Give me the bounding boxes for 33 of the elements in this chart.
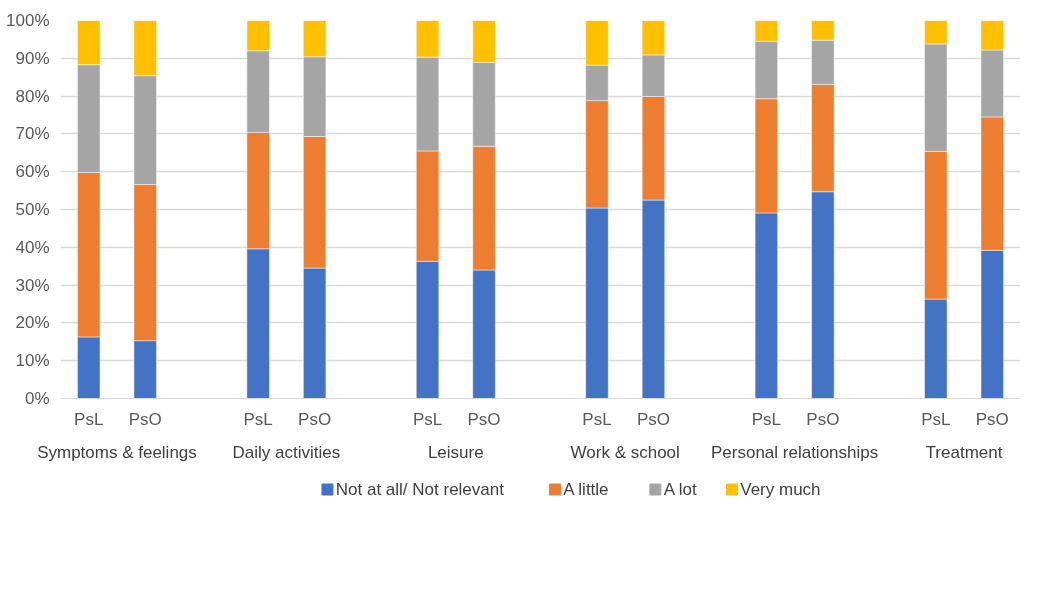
y-tick-label: 20% (15, 313, 50, 333)
x-tick-label: PsO (467, 409, 501, 429)
x-tick-label: PsO (975, 409, 1009, 429)
text: Daily activities (232, 442, 341, 462)
text: Personal relationships (710, 442, 879, 462)
x-tick-label: PsO (298, 409, 332, 429)
x-tick-label: PsL (412, 409, 443, 429)
text: Leisure (427, 442, 484, 462)
y-tick-label: 0% (24, 389, 50, 408)
y-tick-label: 60% (15, 162, 50, 182)
x-tick-label: PsL (751, 409, 782, 429)
x-tick-label: PsO (128, 409, 162, 429)
x-tick-label: PsL (921, 409, 951, 429)
y-tick-label: 30% (15, 275, 50, 295)
y-tick-label: 10% (15, 351, 50, 371)
x-tick-label: PsO (636, 409, 670, 429)
x-tick-label: PsL (243, 409, 273, 429)
y-tick-label: 70% (15, 124, 50, 144)
text: Work & school (570, 442, 680, 462)
x-tick-label: PsL (582, 409, 612, 429)
x-tick-label: PsO (806, 409, 840, 429)
y-tick-label: 90% (15, 48, 50, 68)
text: Treatment (925, 442, 1003, 462)
y-tick-label: 50% (15, 200, 50, 219)
legend-label: A little (563, 480, 609, 499)
y-tick-label: 40% (15, 237, 50, 257)
legend-label: Not at all/ Not relevant (335, 480, 505, 499)
y-tick-label: 80% (15, 86, 50, 106)
legend-label: Very much (740, 480, 821, 499)
y-tick-label: 100% (6, 11, 50, 30)
legend-label: A lot (663, 480, 697, 499)
x-tick-label: PsL (74, 409, 104, 429)
text: Symptoms & feelings (37, 442, 197, 462)
